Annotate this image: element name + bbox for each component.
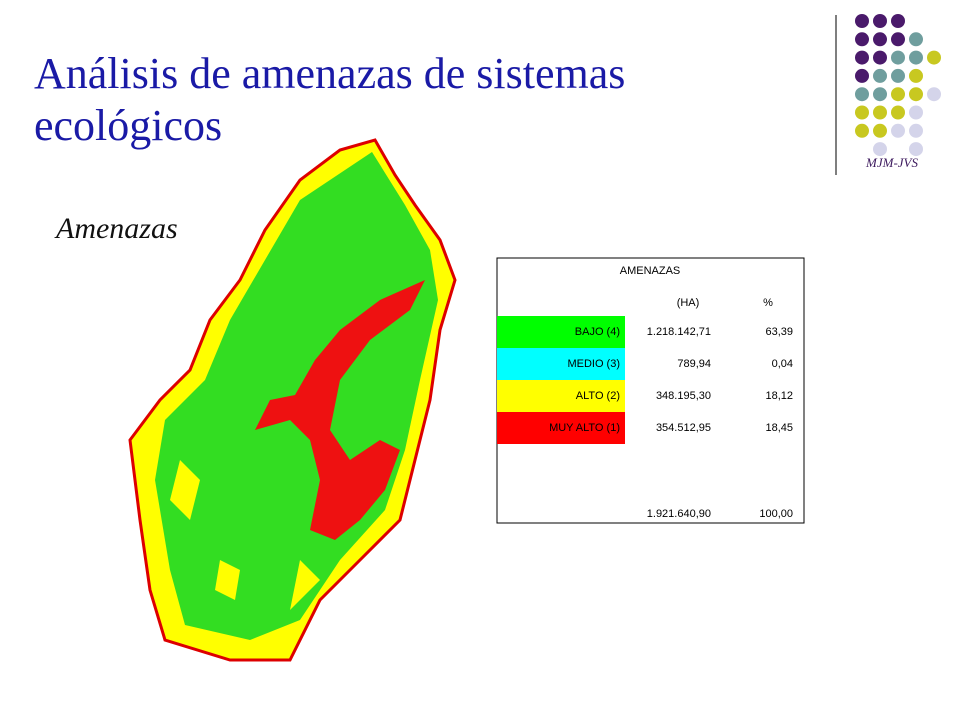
logo-dot [855, 105, 869, 120]
logo-dot [927, 50, 941, 65]
pct-value: 0,04 [772, 358, 793, 370]
table: AMENAZAS (HA) % 1.921.640,90 100,00 BAJO… [496, 257, 805, 524]
logo-dot [855, 68, 869, 83]
logo-dot [909, 32, 923, 47]
total-ha: 1.921.640,90 [647, 508, 711, 520]
logo-dot [909, 142, 923, 157]
title: Análisis de amenazas de sistemas ecológic… [34, 48, 625, 152]
logo-dot [855, 32, 869, 47]
logo-dot [873, 105, 887, 120]
logo-dot [873, 50, 887, 65]
map [128, 138, 457, 662]
logo-dot [891, 32, 905, 47]
ha-value: 1.218.142,71 [647, 326, 711, 338]
category-label: BAJO (4) [575, 326, 620, 338]
logo-dots [855, 14, 941, 157]
pct-value: 18,12 [765, 390, 793, 402]
logo-dot [909, 105, 923, 120]
logo-dot [909, 87, 923, 102]
logo-dot [873, 123, 887, 138]
table-title: AMENAZAS [620, 265, 681, 277]
logo-dot [891, 68, 905, 83]
logo-dot [891, 50, 905, 65]
logo-dot [891, 105, 905, 120]
logo-dot [873, 14, 887, 28]
logo-dot [855, 14, 869, 28]
title-line: ecológicos [34, 101, 223, 150]
category-cell [497, 412, 625, 444]
column-header: % [763, 297, 773, 309]
category-cell [497, 380, 625, 412]
logo-dot [891, 87, 905, 102]
ha-value: 348.195,30 [656, 390, 711, 402]
logo-dot [873, 87, 887, 102]
subtitle: Amenazas [56, 212, 178, 245]
title-line: Análisis de amenazas de sistemas [34, 49, 626, 98]
logo-dot [873, 68, 887, 83]
logo-dot [873, 32, 887, 47]
logo-dot [891, 123, 905, 138]
logo-dot [855, 87, 869, 102]
logo-text: MJM-JVS [865, 155, 918, 170]
category-label: MEDIO (3) [567, 358, 620, 370]
logo-dot [909, 123, 923, 138]
pct-value: 18,45 [765, 422, 793, 434]
category-label: ALTO (2) [576, 390, 620, 402]
category-label: MUY ALTO (1) [549, 422, 620, 434]
ha-value: 354.512,95 [656, 422, 711, 434]
column-header: (HA) [677, 297, 700, 309]
total-pct: 100,00 [759, 508, 793, 520]
logo-dot [855, 50, 869, 65]
pct-value: 63,39 [765, 326, 793, 338]
logo-dot [873, 142, 887, 157]
logo-dot [909, 50, 923, 65]
logo-dot [927, 87, 941, 102]
category-cell [497, 316, 625, 348]
ha-value: 789,94 [677, 358, 711, 370]
logo-dot [855, 123, 869, 138]
category-cell [497, 348, 625, 380]
logo-dot [891, 14, 905, 28]
logo-dot [909, 68, 923, 83]
